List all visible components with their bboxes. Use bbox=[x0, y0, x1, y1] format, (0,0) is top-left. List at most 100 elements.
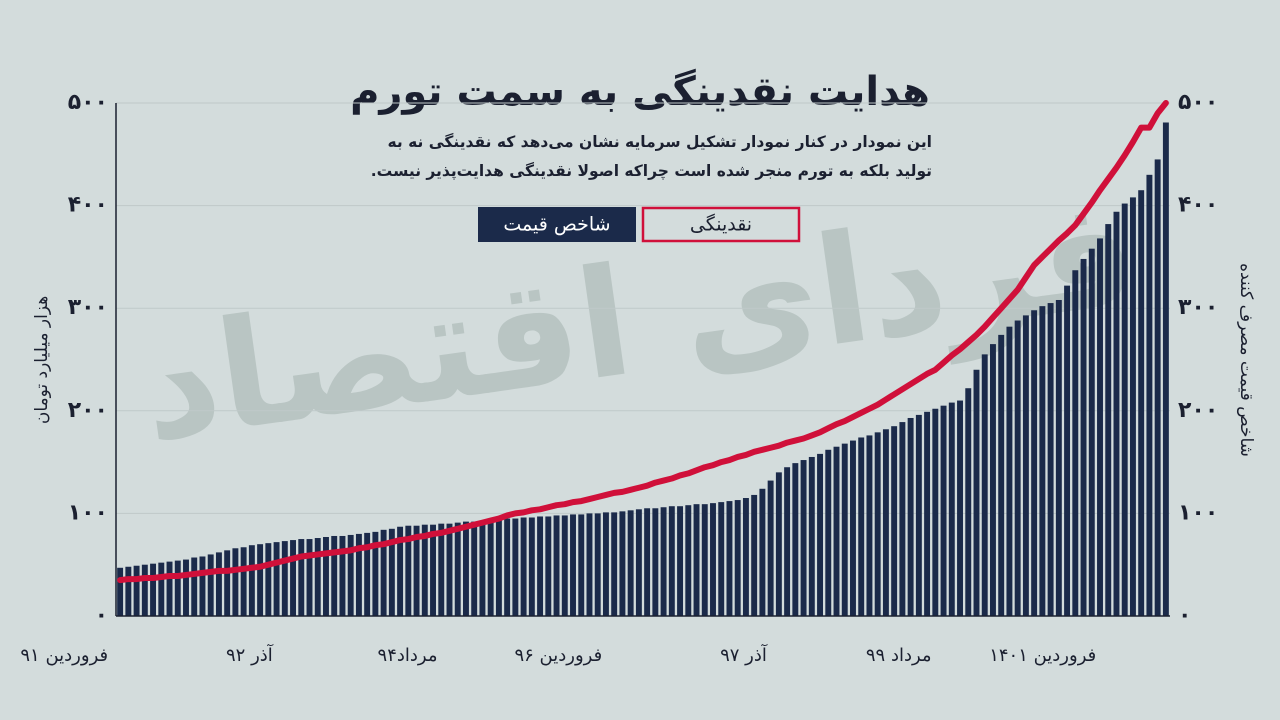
y-tick-label: ۲۰۰ bbox=[68, 398, 108, 423]
bar bbox=[545, 516, 552, 616]
x-tick-label: فروردین ۹۶ bbox=[514, 645, 602, 666]
bar bbox=[841, 443, 848, 616]
y-tick-label: ۰ bbox=[95, 603, 108, 628]
bar bbox=[240, 547, 247, 616]
bar bbox=[430, 524, 436, 616]
bar bbox=[660, 507, 667, 616]
bar bbox=[866, 435, 873, 616]
bar bbox=[487, 519, 494, 616]
bar bbox=[578, 514, 585, 616]
bar bbox=[726, 501, 733, 616]
legend-swatch bbox=[641, 206, 801, 243]
bar bbox=[1154, 159, 1161, 616]
bar bbox=[512, 518, 519, 616]
bar bbox=[158, 562, 165, 616]
bar bbox=[734, 500, 741, 616]
bar bbox=[891, 426, 898, 616]
bar bbox=[1047, 303, 1054, 616]
y-tick-label: ۴۰۰ bbox=[68, 193, 108, 218]
bar bbox=[759, 488, 766, 616]
x-tick-label: آذر ۹۷ bbox=[720, 643, 768, 666]
bar bbox=[1121, 203, 1128, 616]
bar bbox=[191, 557, 198, 616]
bar bbox=[133, 565, 140, 616]
bar bbox=[1097, 238, 1103, 616]
bar bbox=[775, 472, 782, 616]
y2-tick-label: ۲۰۰ bbox=[1178, 398, 1218, 423]
bar bbox=[397, 526, 404, 616]
bar bbox=[1014, 320, 1021, 616]
chart-title: هدایت نقدینگی به سمت تورم bbox=[350, 68, 930, 115]
bar bbox=[833, 446, 840, 616]
bar bbox=[825, 449, 832, 616]
bar bbox=[808, 456, 815, 616]
bar bbox=[817, 453, 824, 616]
bar bbox=[989, 344, 996, 616]
y2-axis-title: شاخص قیمت مصرف کننده bbox=[1236, 263, 1256, 457]
y-axis-title: هزار میلیارد تومان bbox=[32, 296, 52, 424]
bar bbox=[1039, 306, 1046, 616]
bar bbox=[281, 541, 288, 616]
x-tick-label: فروردین ۱۴۰۱ bbox=[989, 645, 1096, 666]
bar bbox=[224, 550, 231, 616]
bar bbox=[1162, 122, 1169, 616]
bar bbox=[306, 539, 313, 616]
bar bbox=[957, 400, 963, 616]
y2-tick-label: ۴۰۰ bbox=[1178, 193, 1218, 218]
bar bbox=[800, 460, 807, 616]
bar bbox=[594, 513, 601, 616]
bar bbox=[174, 560, 181, 616]
legend-label: شاخص قیمت bbox=[503, 214, 610, 236]
bar bbox=[248, 545, 255, 616]
bar bbox=[380, 529, 387, 616]
bar bbox=[784, 467, 791, 616]
y-tick-label: ۱۰۰ bbox=[68, 500, 108, 525]
bar bbox=[265, 543, 272, 616]
bar bbox=[405, 525, 412, 616]
bar bbox=[940, 405, 947, 616]
bar bbox=[1129, 197, 1136, 616]
x-tick-label: آذر ۹۲ bbox=[226, 643, 274, 666]
bar bbox=[685, 505, 692, 616]
bar bbox=[586, 513, 593, 616]
bar bbox=[701, 504, 708, 616]
bar bbox=[644, 508, 651, 616]
bar bbox=[438, 523, 445, 616]
legend-swatch bbox=[478, 207, 636, 242]
bar bbox=[1105, 224, 1112, 616]
bar bbox=[183, 559, 189, 616]
x-tick-label: مرداد۹۴ bbox=[378, 645, 438, 666]
bar bbox=[710, 503, 716, 616]
bar bbox=[619, 511, 626, 616]
bar bbox=[981, 354, 988, 616]
bar bbox=[742, 498, 749, 616]
bar bbox=[915, 414, 922, 616]
bar bbox=[479, 520, 486, 616]
bar bbox=[668, 506, 675, 616]
bar bbox=[125, 566, 132, 616]
subtitle: این نمودار در کنار نمودار تشکیل سرمایه ن… bbox=[370, 133, 932, 180]
bar bbox=[553, 515, 560, 616]
bar bbox=[462, 521, 469, 616]
bar bbox=[932, 408, 939, 616]
y2-tick-label: ۱۰۰ bbox=[1178, 500, 1218, 525]
bar bbox=[611, 512, 618, 616]
bar bbox=[355, 533, 362, 616]
y2-tick-label: ۳۰۰ bbox=[1178, 295, 1218, 320]
bar bbox=[323, 536, 329, 616]
bar bbox=[495, 519, 502, 616]
bar bbox=[273, 542, 280, 616]
x-tick-label: فروردین ۹۱ bbox=[20, 645, 108, 666]
bar bbox=[882, 429, 889, 616]
bar bbox=[1146, 174, 1153, 616]
bar bbox=[331, 535, 338, 616]
bar bbox=[150, 563, 157, 616]
y-tick-label: ۵۰۰ bbox=[68, 90, 108, 115]
bar bbox=[1072, 270, 1079, 616]
bar bbox=[751, 494, 758, 616]
bar bbox=[858, 437, 865, 616]
bar bbox=[1055, 299, 1062, 616]
bar bbox=[924, 411, 931, 616]
bar bbox=[948, 402, 955, 616]
